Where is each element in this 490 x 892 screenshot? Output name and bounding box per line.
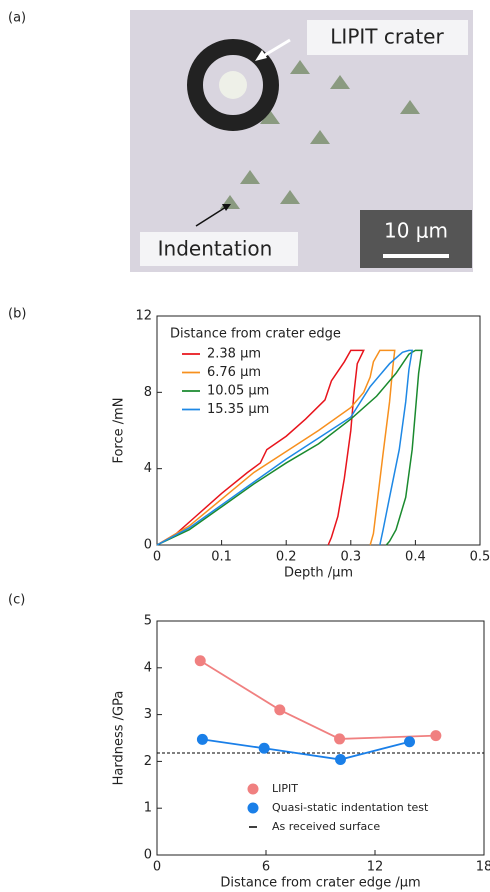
series-line: [156, 349, 396, 546]
x-tick-label: 0.5: [470, 550, 490, 565]
y-tick-label: 8: [144, 385, 152, 400]
y-tick-label: 4: [144, 461, 152, 476]
scale-label: 10 μm: [384, 219, 448, 243]
x-tick-label: 12: [367, 860, 384, 875]
x-tick-label: 0: [153, 860, 161, 875]
crater: [187, 39, 279, 131]
plot-frame: [156, 620, 485, 856]
x-axis-label: Distance from crater edge /μm: [220, 876, 420, 891]
micrograph: LIPIT crater Indentation 10 μm: [130, 10, 473, 272]
y-tick-label: 0: [144, 848, 152, 863]
x-tick-label: 0.1: [211, 550, 232, 565]
legend-marker: [247, 783, 259, 795]
crater-center: [219, 71, 247, 99]
arrow: [195, 206, 227, 227]
legend-label: As received surface: [272, 820, 380, 833]
label-box: [307, 20, 468, 55]
series-line: [199, 660, 436, 740]
scale-box: [360, 210, 472, 268]
legend-label: 2.38 μm: [207, 347, 261, 362]
crater-label: LIPIT crater: [330, 25, 444, 49]
data-point: [258, 742, 270, 754]
y-tick-label: 3: [144, 707, 152, 722]
legend-label: 10.05 μm: [207, 384, 269, 399]
panel-label: (b): [8, 307, 26, 322]
data-point: [196, 733, 208, 745]
legend-title: Distance from crater edge: [170, 327, 341, 342]
y-tick-label: 1: [144, 801, 152, 816]
y-tick-label: 12: [135, 309, 152, 324]
series-line: [156, 349, 423, 546]
series-line: [156, 349, 414, 546]
x-tick-label: 18: [476, 860, 490, 875]
x-tick-label: 0: [153, 550, 161, 565]
data-point: [430, 730, 442, 742]
arrow-head: [222, 204, 231, 211]
panel-label: (c): [8, 593, 25, 608]
data-point: [194, 655, 206, 667]
data-point: [334, 754, 346, 766]
data-point: [334, 733, 346, 745]
label-box: [140, 232, 298, 266]
y-tick-label: 5: [144, 614, 152, 629]
data-point: [404, 736, 416, 748]
y-axis-label: Force /mN: [112, 397, 127, 463]
x-axis-label: Depth /μm: [284, 566, 353, 581]
y-tick-label: 2: [144, 754, 152, 769]
arrow-head: [255, 50, 267, 61]
series-line: [202, 738, 410, 761]
data-point: [274, 704, 286, 716]
x-tick-label: 0.3: [340, 550, 361, 565]
plot-frame: [156, 315, 481, 546]
x-tick-label: 6: [262, 860, 270, 875]
indent-marks: [220, 60, 420, 209]
legend-label: LIPIT: [272, 782, 298, 795]
y-tick-label: 4: [144, 660, 152, 675]
indent-label: Indentation: [158, 237, 273, 261]
legend-label: 15.35 μm: [207, 402, 269, 417]
y-tick-label: 0: [144, 538, 152, 553]
legend-label: Quasi-static indentation test: [272, 801, 429, 814]
x-tick-label: 0.4: [405, 550, 426, 565]
x-tick-label: 0.2: [276, 550, 297, 565]
y-axis-label: Hardness /GPa: [112, 691, 127, 786]
series-line: [156, 349, 365, 546]
panel-label: (a): [8, 11, 26, 26]
legend-marker: [247, 802, 259, 814]
legend-label: 6.76 μm: [207, 365, 261, 380]
